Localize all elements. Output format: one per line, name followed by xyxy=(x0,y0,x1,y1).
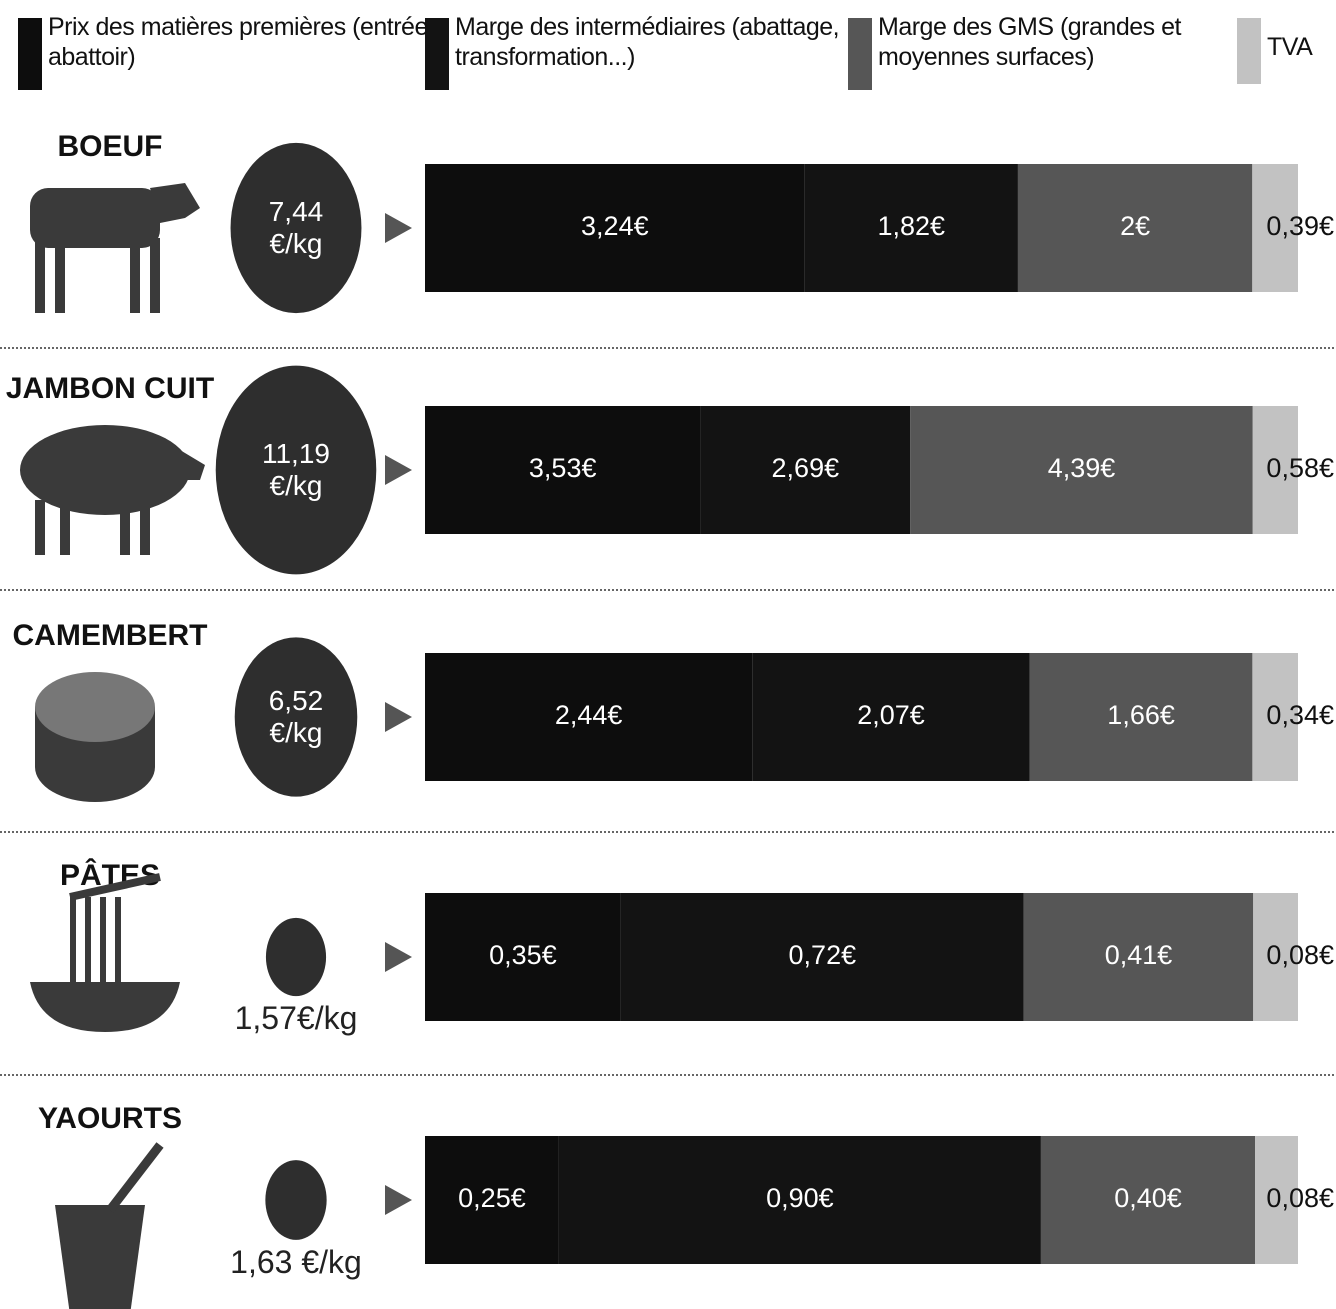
total-label: 6,52 €/kg xyxy=(268,684,324,748)
value-label: 0,58€ xyxy=(1266,453,1334,483)
bar-segment xyxy=(425,653,753,781)
arrow xyxy=(385,942,412,972)
total-label: 11,19 €/kg xyxy=(261,437,330,501)
icon-part xyxy=(85,897,91,982)
icon-part xyxy=(35,238,45,313)
icon-part xyxy=(150,183,200,223)
icon xyxy=(20,425,205,555)
bar-segment xyxy=(620,893,1024,1021)
bar-segment xyxy=(910,406,1253,534)
value-label: 0,39€ xyxy=(1266,211,1334,241)
category-label: YAOURTS xyxy=(38,1102,182,1135)
arrow xyxy=(385,1185,412,1215)
arrow xyxy=(385,702,412,732)
bar-segment xyxy=(1017,164,1253,292)
total-label: 1,57€/kg xyxy=(234,1000,358,1037)
value-label: 0,72€ xyxy=(789,940,857,970)
bar-segment xyxy=(425,164,805,292)
icon-part xyxy=(106,1142,164,1213)
legend-label: Marge des intermédiaires (abattage, tran… xyxy=(455,13,840,71)
icon-part xyxy=(180,450,205,480)
icon-part xyxy=(130,238,140,313)
value-label: 2€ xyxy=(1120,211,1150,241)
legend-label: Marge des GMS (grandes et moyennes surfa… xyxy=(878,13,1181,71)
bar-segment xyxy=(700,406,911,534)
category-label: CAMEMBERT xyxy=(13,619,208,652)
icon-part xyxy=(35,672,155,742)
value-label: 0,25€ xyxy=(458,1183,526,1213)
value-label: 2,44€ xyxy=(555,700,623,730)
legend-swatch xyxy=(1237,18,1261,84)
value-label: 0,35€ xyxy=(489,940,557,970)
icon-part xyxy=(150,238,160,313)
total-circle xyxy=(215,365,377,575)
bar-segment xyxy=(425,1136,559,1264)
icon xyxy=(55,1142,164,1309)
icon xyxy=(30,183,200,313)
value-label: 0,08€ xyxy=(1266,1183,1334,1213)
bar-segment xyxy=(804,164,1018,292)
total-label: 1,63 €/kg xyxy=(230,1243,362,1280)
bar-segment xyxy=(1040,1136,1256,1264)
bar-segment xyxy=(1253,893,1298,1021)
icon xyxy=(30,873,180,1032)
icon-part xyxy=(115,897,121,982)
bar-segment xyxy=(1255,1136,1298,1264)
total-circle xyxy=(230,142,362,314)
icon-part xyxy=(60,500,70,555)
icon-part xyxy=(120,500,130,555)
icon-part xyxy=(69,873,161,901)
value-label: 0,41€ xyxy=(1105,940,1173,970)
bar-segment xyxy=(558,1136,1041,1264)
value-label: 3,24€ xyxy=(581,211,649,241)
category-label: JAMBON CUIT xyxy=(6,372,214,405)
bar-segment xyxy=(1252,406,1298,534)
icon-part xyxy=(55,238,65,313)
value-label: 2,07€ xyxy=(857,700,925,730)
icon-part xyxy=(55,1205,145,1309)
value-label: 2,69€ xyxy=(772,453,840,483)
bar-segment xyxy=(1023,893,1254,1021)
icon-part xyxy=(35,500,45,555)
value-label: 0,90€ xyxy=(766,1183,834,1213)
arrow xyxy=(385,213,412,243)
icon-part xyxy=(30,982,180,1032)
value-label: 3,53€ xyxy=(529,453,597,483)
value-label: 1,66€ xyxy=(1107,700,1175,730)
legend-label: TVA xyxy=(1267,33,1313,61)
bar-segment xyxy=(1252,164,1298,292)
icon-part xyxy=(140,500,150,555)
icon-part xyxy=(70,897,76,982)
legend-swatch xyxy=(425,18,449,90)
bar-segment xyxy=(1252,653,1298,781)
category-label: BOEUF xyxy=(58,130,163,163)
total-circle xyxy=(265,917,327,997)
value-label: 4,39€ xyxy=(1048,453,1116,483)
bar-segment xyxy=(425,893,621,1021)
total-circle xyxy=(234,637,358,797)
value-label: 1,82€ xyxy=(878,211,946,241)
icon-part xyxy=(30,188,160,248)
value-label: 0,40€ xyxy=(1114,1183,1182,1213)
bar-segment xyxy=(1029,653,1253,781)
arrow xyxy=(385,455,412,485)
total-label: 7,44 €/kg xyxy=(268,195,324,259)
legend-swatch xyxy=(848,18,872,90)
bar-segment xyxy=(425,406,701,534)
value-label: 0,08€ xyxy=(1266,940,1334,970)
value-label: 0,34€ xyxy=(1266,700,1334,730)
legend-swatch xyxy=(18,18,42,90)
icon-part xyxy=(20,425,190,515)
icon xyxy=(35,672,155,802)
icon-part xyxy=(100,897,106,982)
bar-segment xyxy=(752,653,1030,781)
legend-label: Prix des matières premières (entrée abat… xyxy=(48,13,428,71)
total-circle xyxy=(265,1160,327,1240)
